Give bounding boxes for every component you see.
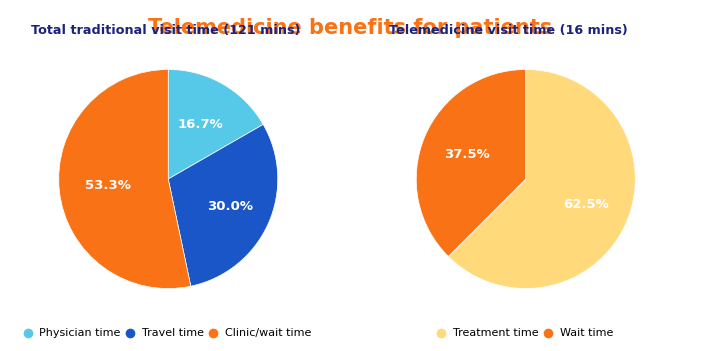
Wedge shape <box>416 69 526 257</box>
Text: Total traditional visit time (121 mins): Total traditional visit time (121 mins) <box>32 24 301 37</box>
Text: 53.3%: 53.3% <box>86 179 131 192</box>
Wedge shape <box>168 69 263 179</box>
Legend: Treatment time, Wait time: Treatment time, Wait time <box>436 326 615 340</box>
Text: 30.0%: 30.0% <box>207 200 253 213</box>
Text: 37.5%: 37.5% <box>444 148 490 161</box>
Text: Telemedicine visit time (16 mins): Telemedicine visit time (16 mins) <box>389 24 627 37</box>
Text: 62.5%: 62.5% <box>564 198 609 211</box>
Wedge shape <box>59 69 191 289</box>
Legend: Physician time, Travel time, Clinic/wait time: Physician time, Travel time, Clinic/wait… <box>23 326 313 340</box>
Wedge shape <box>449 69 635 289</box>
Wedge shape <box>168 125 278 286</box>
Text: 16.7%: 16.7% <box>177 118 223 131</box>
Text: Telemedicine benefits for patients: Telemedicine benefits for patients <box>149 18 552 38</box>
